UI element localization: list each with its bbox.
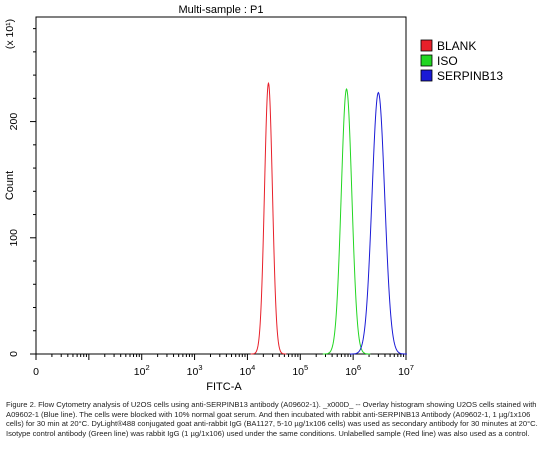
x-tick-exponent: 5: [304, 363, 308, 372]
plot-frame: [35, 16, 407, 355]
legend-swatch: [420, 69, 433, 82]
x-tick-label: 105: [292, 363, 308, 378]
x-tick-label: 102: [134, 363, 150, 378]
series-line-iso: [322, 87, 371, 355]
x-tick-exponent: 3: [198, 363, 202, 372]
x-tick-exponent: 4: [251, 363, 255, 372]
x-tick-exponent: 7: [410, 363, 414, 372]
legend-label: BLANK: [437, 39, 476, 53]
y-tick-label: 100: [8, 229, 20, 247]
y-axis-label: Count: [4, 171, 16, 200]
legend-label: SERPINB13: [437, 69, 503, 83]
legend-label: ISO: [437, 54, 458, 68]
flow-cytometry-histogram: Multi-sample : P1 0 100 200 Count (x 10¹) 0 102…: [4, 4, 503, 393]
x-axis-label: FITC-A: [206, 381, 242, 393]
series-line-serpinb13: [349, 91, 407, 355]
x-tick-exponent: 2: [145, 363, 149, 372]
y-axis-multiplier: (x 10¹): [4, 19, 16, 49]
y-tick-label: 0: [8, 351, 20, 357]
x-tick-label: 106: [345, 363, 361, 378]
x-tick-label: 103: [187, 363, 203, 378]
legend-swatch: [420, 39, 433, 52]
figure-caption: Figure 2. Flow Cytometry analysis of U2O…: [6, 400, 538, 438]
x-tick-label: 104: [239, 363, 255, 378]
legend-swatch: [420, 54, 433, 67]
y-tick-label: 200: [8, 113, 20, 131]
x-tick-label: 107: [398, 363, 414, 378]
x-tick-label: 0: [33, 366, 39, 378]
chart-title: Multi-sample : P1: [179, 4, 264, 16]
x-tick-exponent: 6: [357, 363, 361, 372]
series-line-blank: [250, 81, 287, 355]
